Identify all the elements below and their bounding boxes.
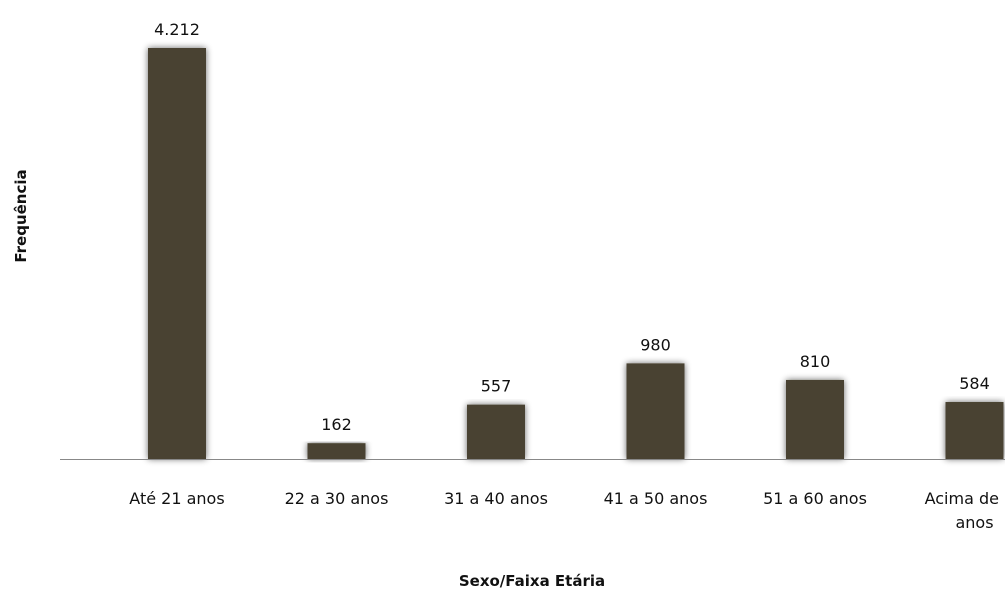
x-tick-labels-group: Até 21 anos 22 a 30 anos 31 a 40 anos 41 a … [129, 489, 1005, 532]
bar [626, 363, 685, 459]
bars-group [148, 48, 1004, 459]
bar [148, 48, 206, 459]
x-tick-label: 31 a 40 anos [444, 489, 548, 508]
x-tick-label: Acima de 61anos [925, 489, 1005, 532]
bar-value-label: 557 [481, 377, 512, 396]
bar-value-label: 162 [321, 415, 352, 434]
x-tick-label: 22 a 30 anos [285, 489, 389, 508]
x-tick-label: 51 a 60 anos [763, 489, 867, 508]
bar-value-label: 584 [959, 374, 990, 393]
bar [307, 443, 366, 459]
bar-value-label: 4.212 [154, 20, 200, 39]
bar [945, 402, 1004, 459]
x-tick-label: Até 21 anos [129, 489, 224, 508]
value-labels-group: 4.212 162 557 980 810 584 [154, 20, 990, 434]
x-tick-label: 41 a 50 anos [604, 489, 708, 508]
bar-value-label: 810 [800, 352, 831, 371]
bar [786, 379, 844, 459]
bar [467, 404, 525, 459]
x-axis-title: Sexo/Faixa Etária [459, 572, 605, 590]
bar-value-label: 980 [640, 335, 671, 354]
y-axis-title: Frequência [12, 169, 30, 262]
